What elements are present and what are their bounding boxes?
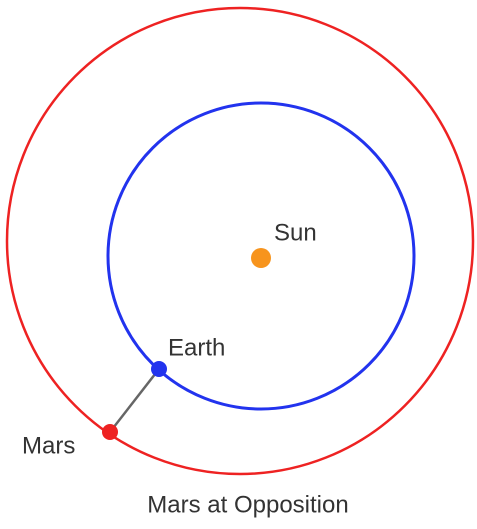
- caption: Mars at Opposition: [147, 491, 348, 518]
- mars-label: Mars: [22, 432, 75, 459]
- sun-label: Sun: [274, 219, 317, 246]
- mars: [102, 424, 118, 440]
- mars-orbit: [5, 6, 475, 476]
- earth-label: Earth: [168, 334, 225, 361]
- opposition-line: [109, 368, 160, 433]
- earth: [151, 361, 167, 377]
- sun: [251, 248, 271, 268]
- earth-orbit: [106, 101, 416, 411]
